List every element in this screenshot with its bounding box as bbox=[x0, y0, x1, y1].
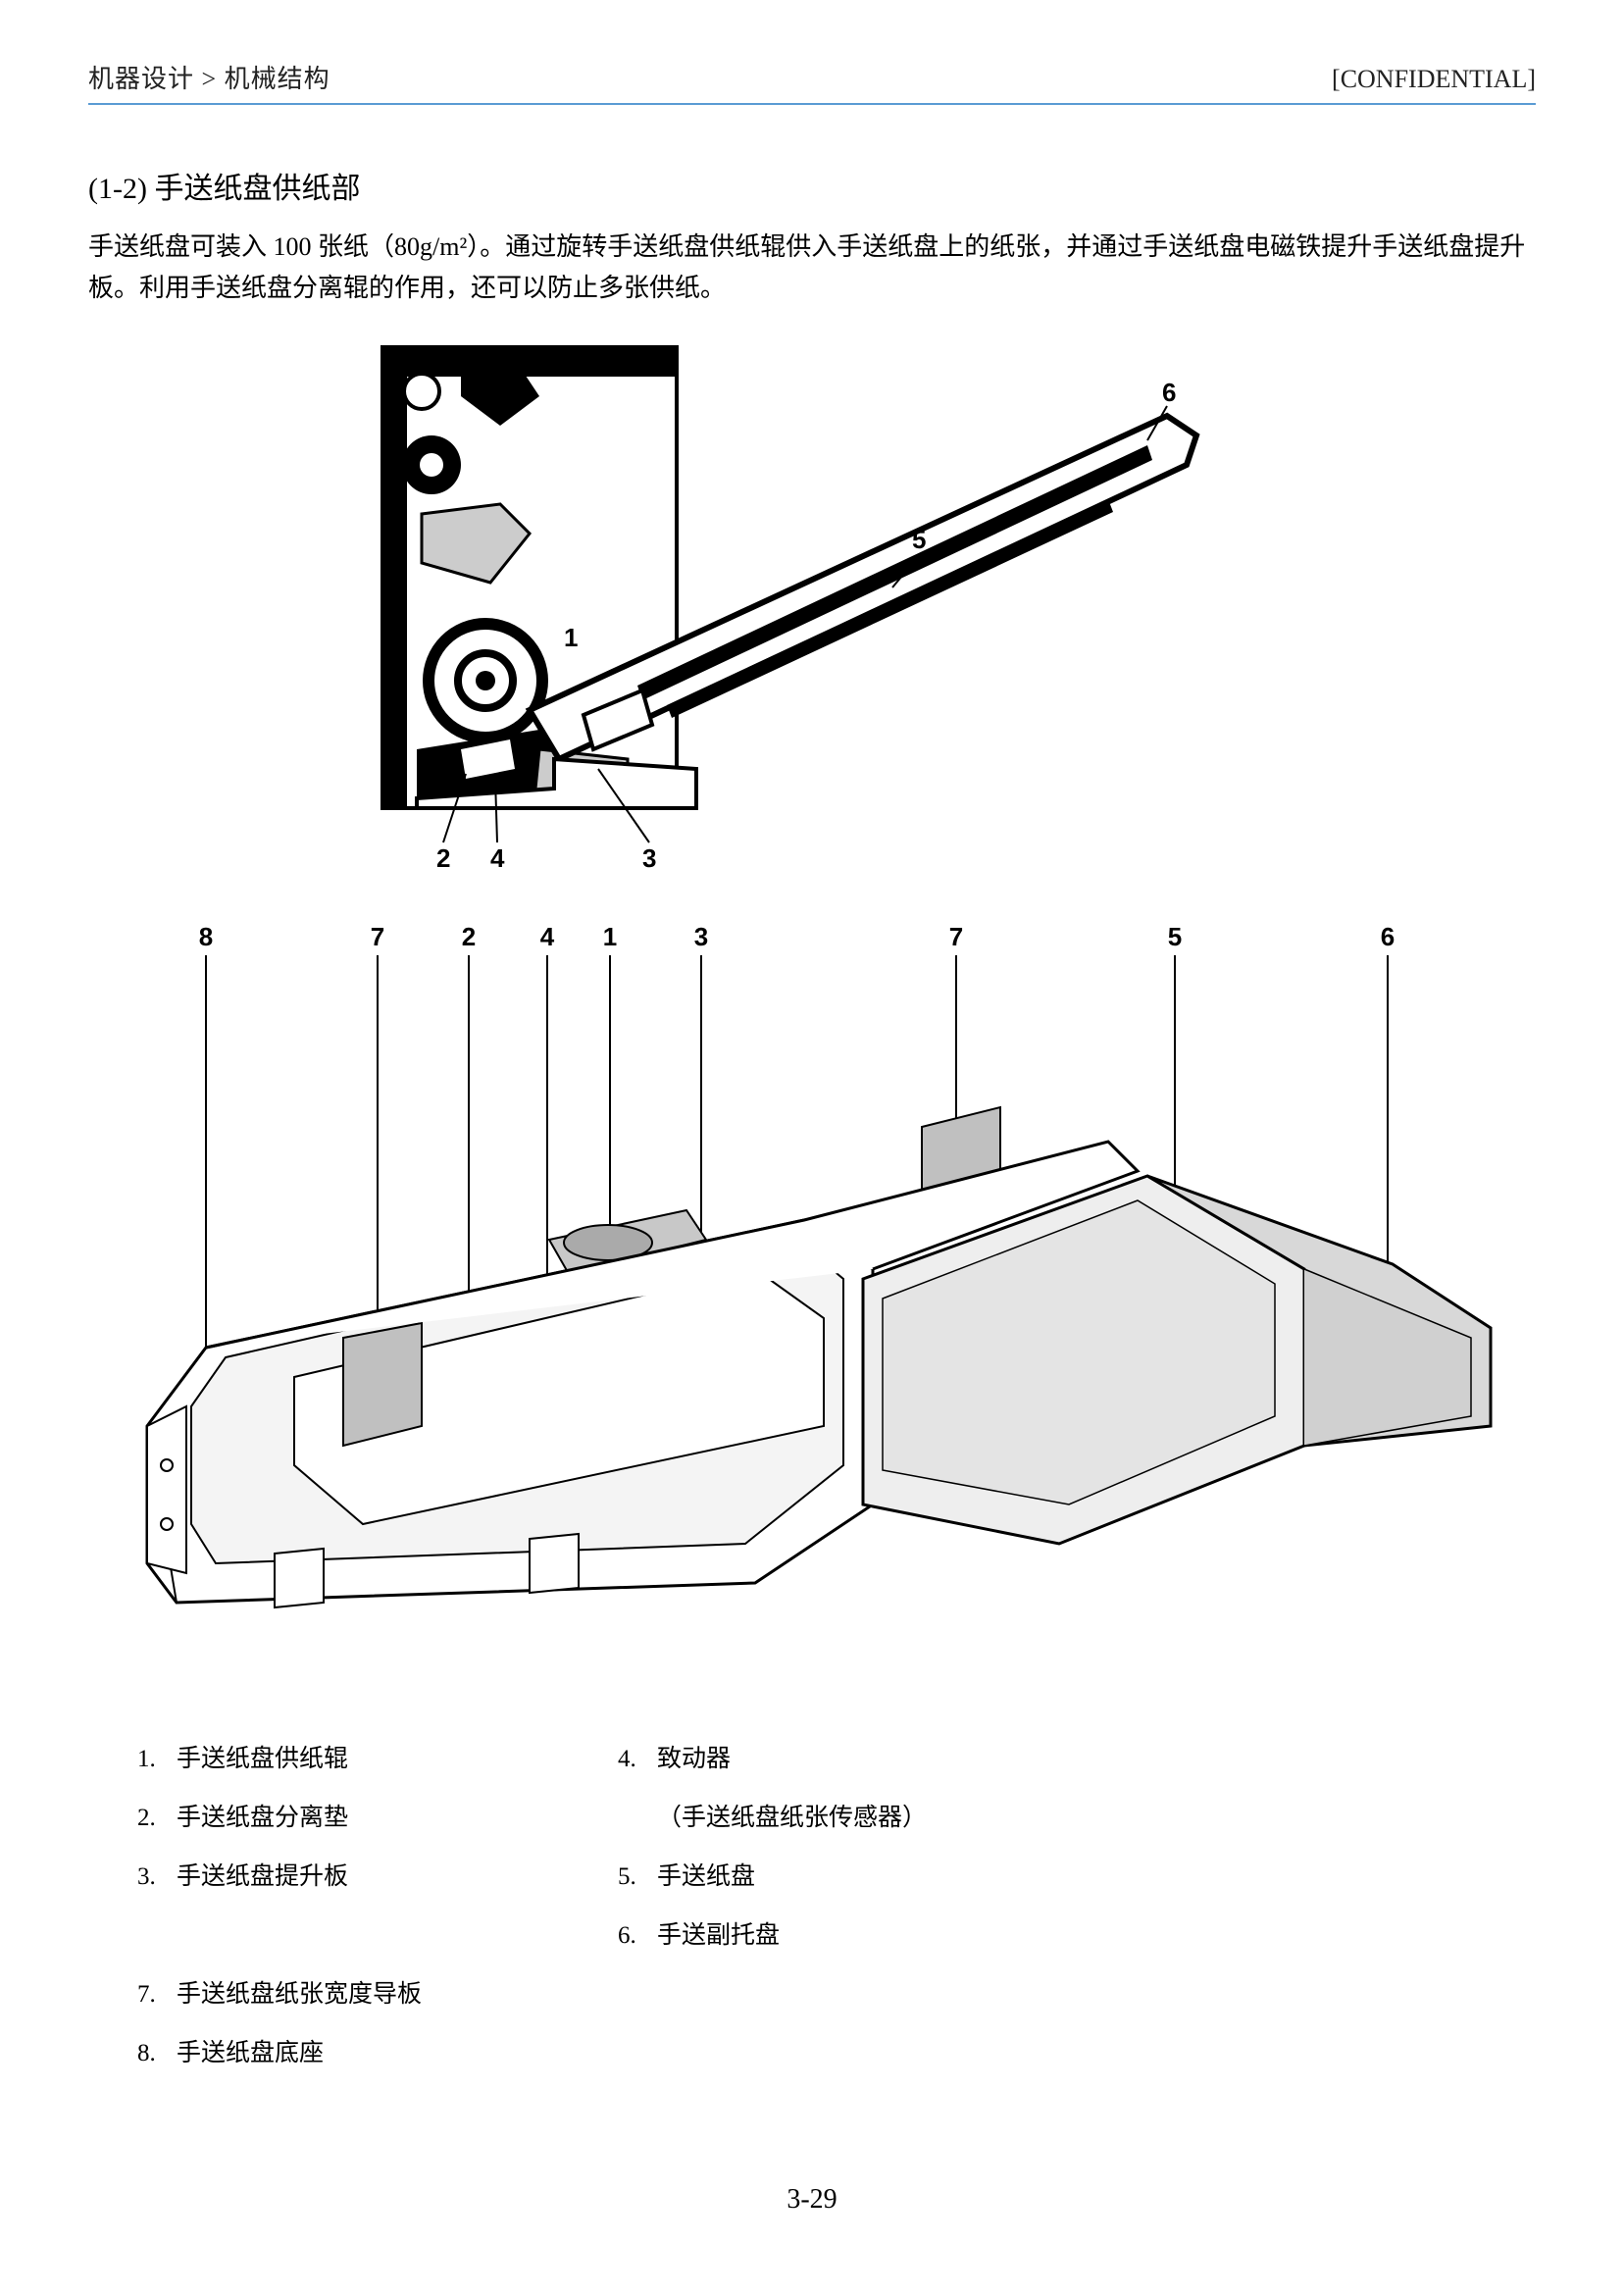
body-paragraph: 手送纸盘可装入 100 张纸（80g/m²）。通过旋转手送纸盘供纸辊供入手送纸盘… bbox=[88, 227, 1536, 308]
legend-text: 手送纸盘供纸辊 bbox=[177, 1730, 348, 1789]
legend-num: 1. bbox=[137, 1730, 177, 1789]
section-number: (1-2) bbox=[88, 173, 147, 205]
legend-text: 手送纸盘分离垫 bbox=[177, 1789, 348, 1848]
figure-crosssection: 1 2 4 3 5 6 bbox=[363, 337, 1226, 877]
svg-text:7: 7 bbox=[949, 922, 963, 951]
legend-item: 8. 手送纸盘底座 bbox=[137, 2024, 618, 2083]
legend-item: 4. 致动器 （手送纸盘纸张传感器） bbox=[618, 1730, 1098, 1848]
legend-col-2: 4. 致动器 （手送纸盘纸张传感器） 5. 手送纸盘 6. 手送副托盘 bbox=[618, 1730, 1098, 1965]
legend-text-main: 致动器 bbox=[657, 1746, 731, 1772]
legend-text: 手送纸盘底座 bbox=[177, 2024, 324, 2083]
legend-col-3: 7. 手送纸盘纸张宽度导板 8. 手送纸盘底座 bbox=[137, 1965, 618, 2083]
breadcrumb: 机器设计 > 机械结构 bbox=[88, 59, 330, 95]
svg-text:2: 2 bbox=[462, 922, 476, 951]
legend-num: 8. bbox=[137, 2024, 177, 2083]
section-heading: 手送纸盘供纸部 bbox=[154, 173, 360, 205]
svg-text:5: 5 bbox=[1168, 922, 1182, 951]
svg-text:1: 1 bbox=[564, 623, 578, 652]
figure-isometric: 8 7 2 4 1 3 7 5 6 bbox=[118, 916, 1510, 1691]
svg-text:2: 2 bbox=[436, 843, 450, 873]
svg-text:3: 3 bbox=[694, 922, 708, 951]
legend-text: 手送副托盘 bbox=[657, 1907, 780, 1965]
legend-item: 5. 手送纸盘 bbox=[618, 1848, 1098, 1907]
legend-text: 手送纸盘提升板 bbox=[177, 1848, 348, 1907]
svg-text:7: 7 bbox=[371, 922, 384, 951]
legend-text: 致动器 （手送纸盘纸张传感器） bbox=[657, 1730, 927, 1848]
legend-item: 6. 手送副托盘 bbox=[618, 1907, 1098, 1965]
svg-text:1: 1 bbox=[603, 922, 617, 951]
legend-item: 2. 手送纸盘分离垫 bbox=[137, 1789, 618, 1848]
section-title: (1-2) 手送纸盘供纸部 bbox=[88, 164, 1536, 207]
legend-item: 7. 手送纸盘纸张宽度导板 bbox=[137, 1965, 618, 2024]
svg-text:4: 4 bbox=[540, 922, 555, 951]
legend-num: 4. bbox=[618, 1730, 657, 1789]
page-header: 机器设计 > 机械结构 [CONFIDENTIAL] bbox=[88, 59, 1536, 105]
legend-text: 手送纸盘纸张宽度导板 bbox=[177, 1965, 422, 2024]
svg-text:6: 6 bbox=[1162, 378, 1176, 407]
legend-num: 5. bbox=[618, 1848, 657, 1907]
svg-text:5: 5 bbox=[912, 525, 926, 554]
svg-text:3: 3 bbox=[642, 843, 656, 873]
page-number: 3-29 bbox=[0, 2184, 1624, 2216]
svg-text:8: 8 bbox=[199, 922, 213, 951]
parts-legend: 1. 手送纸盘供纸辊 2. 手送纸盘分离垫 3. 手送纸盘提升板 4. 致动器 … bbox=[88, 1730, 1536, 2083]
legend-text: 手送纸盘 bbox=[657, 1848, 755, 1907]
legend-col-1: 1. 手送纸盘供纸辊 2. 手送纸盘分离垫 3. 手送纸盘提升板 bbox=[137, 1730, 618, 1965]
legend-num: 7. bbox=[137, 1965, 177, 2024]
svg-text:6: 6 bbox=[1381, 922, 1395, 951]
legend-num: 6. bbox=[618, 1907, 657, 1965]
legend-item: 1. 手送纸盘供纸辊 bbox=[137, 1730, 618, 1789]
confidential-tag: [CONFIDENTIAL] bbox=[1332, 65, 1536, 94]
legend-text-sub: （手送纸盘纸张传感器） bbox=[657, 1805, 927, 1831]
legend-num: 2. bbox=[137, 1789, 177, 1848]
legend-item: 3. 手送纸盘提升板 bbox=[137, 1848, 618, 1907]
legend-num: 3. bbox=[137, 1848, 177, 1907]
svg-text:4: 4 bbox=[490, 843, 505, 873]
